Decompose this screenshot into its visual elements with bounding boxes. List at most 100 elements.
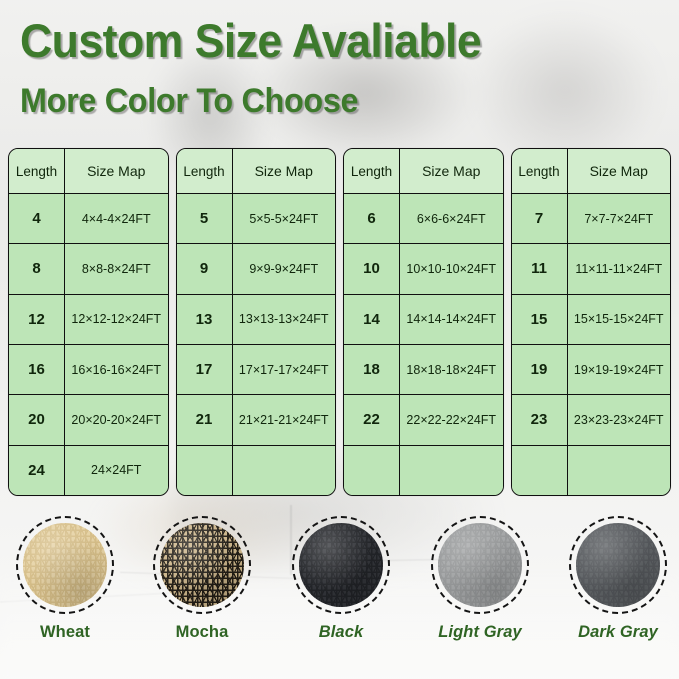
table-row: 15 15×15-15×24FT [511, 293, 670, 344]
page-subtitle: More Color To Choose [20, 82, 359, 120]
swatch-disc[interactable] [292, 516, 390, 614]
cell-size-map [233, 446, 336, 495]
cell-length: 21 [177, 395, 233, 445]
color-swatch[interactable]: Dark Gray [558, 516, 678, 642]
cell-size-map: 6×6-6×24FT [416, 211, 486, 226]
table-row-empty [511, 444, 671, 495]
cell-length: 16 [9, 344, 65, 395]
cell-length: 4 [9, 194, 65, 244]
column-header-length: Length [344, 149, 400, 193]
table-row: 7 7×7-7×24FT [511, 193, 670, 244]
swatch-label: Mocha [175, 623, 229, 641]
swatch-disc[interactable] [16, 516, 114, 614]
cell-length: 18 [344, 344, 400, 395]
cell-size-map: 17×17-17×24FT [238, 362, 329, 377]
cell-length: 15 [512, 294, 568, 344]
table-row-empty [344, 444, 503, 495]
cell-length: 17 [177, 344, 233, 395]
swatch-disc[interactable] [431, 516, 529, 614]
cell-length: 9 [177, 244, 233, 294]
color-swatch[interactable]: Mocha [142, 516, 262, 642]
table-row: 4 4×4-4×24FT [9, 193, 168, 244]
cell-length: 11 [512, 244, 568, 294]
size-table: Length Size Map 4 4×4-4×24FT 8 8×8-8×24FT 12 12… [8, 148, 169, 496]
column-header-size-map: Size Map [589, 163, 648, 179]
cell-length: 24 [9, 445, 65, 495]
column-header-length: Length [9, 149, 65, 193]
swatch-disc[interactable] [569, 516, 667, 614]
color-swatch[interactable]: Wheat [5, 516, 125, 642]
color-swatch[interactable]: Light Gray [420, 516, 540, 642]
table-row-empty [176, 444, 336, 495]
cell-length: 10 [344, 244, 400, 294]
swatch-label: Black [318, 623, 364, 641]
cell-size-map [568, 446, 671, 495]
swatch-label: Light Gray [438, 623, 522, 641]
cell-size-map: 19×19-19×24FT [573, 362, 664, 377]
table-row: 10 10×10-10×24FT [344, 243, 503, 294]
table-row: 6 6×6-6×24FT [344, 193, 503, 244]
cell-length: 14 [344, 294, 400, 344]
cell-size-map: 24×24FT [91, 463, 142, 478]
table-row: 23 23×23-23×24FT [511, 394, 670, 445]
table-row: 21 21×21-21×24FT [176, 394, 335, 445]
table-row: 14 14×14-14×24FT [344, 293, 503, 344]
table-row: 12 12×12-12×24FT [9, 293, 168, 344]
table-row: 24 24×24FT [9, 444, 168, 495]
swatch-dashed-ring [292, 516, 390, 614]
cell-size-map: 23×23-23×24FT [573, 412, 664, 427]
cell-length: 13 [177, 294, 233, 344]
cell-size-map: 5×5-5×24FT [249, 211, 319, 226]
table-row: 9 9×9-9×24FT [176, 243, 335, 294]
column-header-length: Length [512, 149, 568, 193]
column-header-size-map: Size Map [254, 163, 313, 179]
cell-size-map: 12×12-12×24FT [71, 312, 162, 327]
table-header-row: Length Size Map [9, 149, 168, 193]
table-row: 18 18×18-18×24FT [344, 343, 503, 395]
cell-size-map: 4×4-4×24FT [81, 211, 151, 226]
table-row: 19 19×19-19×24FT [511, 343, 670, 395]
cell-length: 5 [177, 194, 233, 244]
cell-length: 19 [512, 344, 568, 395]
table-row: 8 8×8-8×24FT [9, 243, 168, 294]
table-row: 22 22×22-22×24FT [344, 394, 503, 445]
column-header-length: Length [177, 149, 233, 193]
cell-length: 12 [9, 294, 65, 344]
cell-size-map [400, 446, 503, 495]
cell-length: 8 [9, 244, 65, 294]
swatch-label: Wheat [40, 623, 90, 641]
cell-size-map: 15×15-15×24FT [573, 312, 664, 327]
size-tables: Length Size Map 4 4×4-4×24FT 8 8×8-8×24FT 12 12… [8, 148, 671, 496]
table-row: 5 5×5-5×24FT [176, 193, 335, 244]
column-header-size-map: Size Map [422, 163, 481, 179]
swatch-dashed-ring [569, 516, 667, 614]
cell-size-map: 16×16-16×24FT [71, 362, 162, 377]
cell-length: 7 [512, 194, 568, 244]
swatch-dashed-ring [16, 516, 114, 614]
cell-size-map: 10×10-10×24FT [406, 261, 497, 276]
size-table: Length Size Map 6 6×6-6×24FT 10 10×10-10×24FT… [343, 148, 504, 496]
color-swatch[interactable]: Black [281, 516, 401, 642]
table-row: 13 13×13-13×24FT [176, 293, 335, 344]
cell-size-map: 22×22-22×24FT [406, 412, 497, 427]
column-header-size-map: Size Map [87, 163, 146, 179]
table-row: 11 11×11-11×24FT [511, 243, 670, 294]
page-title: Custom Size Avaliable [20, 14, 482, 67]
cell-size-map: 14×14-14×24FT [406, 312, 497, 327]
swatch-dashed-ring [153, 516, 251, 614]
cell-length [177, 445, 233, 495]
table-header-row: Length Size Map [344, 149, 503, 193]
table-header-row: Length Size Map [176, 149, 335, 193]
cell-size-map: 20×20-20×24FT [71, 412, 162, 427]
swatch-label: Dark Gray [578, 623, 658, 641]
cell-size-map: 13×13-13×24FT [238, 312, 329, 327]
cell-length: 23 [512, 395, 568, 445]
table-row: 20 20×20-20×24FT [9, 394, 168, 445]
cell-size-map: 18×18-18×24FT [406, 362, 497, 377]
swatch-disc[interactable] [153, 516, 251, 614]
cell-size-map: 7×7-7×24FT [584, 211, 654, 226]
size-table: Length Size Map 5 5×5-5×24FT 9 9×9-9×24FT 13 13… [175, 148, 336, 496]
cell-length: 22 [344, 395, 400, 445]
swatch-dashed-ring [431, 516, 529, 614]
